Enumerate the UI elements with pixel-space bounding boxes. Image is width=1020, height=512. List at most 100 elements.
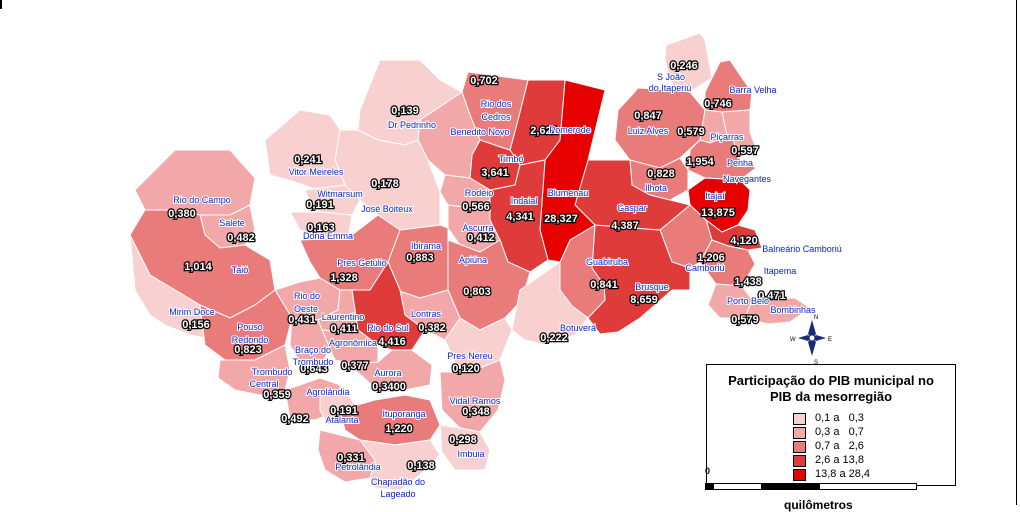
name-rio-do-sul: Rio do Sul (367, 323, 409, 333)
name-aurora: Aurora (374, 368, 401, 378)
name-pouso-redondo: Pouso (237, 322, 263, 332)
name-picarras: Piçarras (710, 132, 744, 142)
value-ituporanga: 1,220 (385, 423, 413, 435)
value-apiuna: 0,803 (463, 286, 491, 298)
name-mirim-doce: Mirim Doce (169, 307, 215, 317)
name-porto-belo: Porto Belo (727, 296, 769, 306)
municipality-values: 0,246 0,746 0,847 0,579 0,597 1,954 0,828 13,87… (167, 59, 787, 474)
name-jose-boiteux: José Boiteux (361, 204, 413, 214)
value-ibirama: 0,883 (406, 252, 434, 264)
value-agronomica: 0,377 (341, 360, 369, 372)
name-botuvera: Botuverá (560, 323, 596, 333)
compass-north: N (814, 315, 818, 321)
name-pouso-redondo: Redondo (232, 335, 269, 345)
value-botuvera: 0,222 (540, 332, 568, 344)
region-barra-velha (704, 59, 753, 113)
value-penha: 0,597 (731, 145, 759, 157)
value-indaial: 4,341 (506, 211, 534, 223)
region-ituporanga (339, 394, 441, 446)
value-agrolandia: 0,492 (281, 413, 309, 425)
value-rio-do-oeste: 0,431 (288, 314, 316, 326)
name-rodeio: Rodeio (465, 188, 494, 198)
compass-east: E (828, 337, 832, 343)
compass-rose: N S W E (790, 315, 832, 366)
legend-swatch (793, 455, 806, 467)
compass-south: S (814, 360, 818, 366)
value-aurora: 0,3400 (372, 381, 406, 393)
value-taio: 1,014 (184, 261, 212, 273)
name-barra-velha: Barra Velha (729, 85, 776, 95)
value-guabiruba: 0,841 (590, 279, 618, 291)
value-mirim-doce: 0,156 (182, 319, 210, 331)
name-rio-do-campo: Rio do Campo (173, 195, 231, 205)
value-barra-velha: 0,746 (704, 98, 732, 110)
name-braco-do-trombudo: Trombudo (293, 357, 334, 367)
legend-label: 2,6 a 13,8 (815, 454, 864, 466)
legend-swatch (793, 441, 806, 453)
scale-bar-segment (819, 483, 917, 490)
scale-bar-segment (761, 483, 821, 490)
region-botuvera (511, 261, 589, 346)
name-guabiruba: Guabiruba (586, 257, 628, 267)
value-s-joao-do-itaperiu: 0,246 (670, 60, 698, 72)
name-rio-do-oeste: Rio do (294, 291, 320, 301)
legend-label: 0,7 a 2,6 (815, 440, 864, 452)
frame-top-left-tick (0, 0, 2, 9)
compass-west: W (790, 337, 796, 343)
name-itajai: Itajaí (705, 191, 725, 201)
name-bombinhas: Bombinhas (770, 305, 816, 315)
legend-title: Participação do PIB municipal no PIB da … (707, 373, 955, 405)
scale-unit-label: quilômetros (784, 498, 853, 512)
name-pres-nereu: Pres Nereu (447, 351, 493, 361)
value-rio-dos-cedros: 0,702 (470, 75, 498, 87)
name-rio-dos-cedros: Cedros (481, 112, 511, 122)
name-trombudo-central: Central (249, 379, 278, 389)
value-pouso-redondo: 0,823 (234, 344, 262, 356)
value-salete: 0,482 (227, 232, 255, 244)
region-braco-do-trombudo (289, 317, 341, 366)
value-jose-boiteux: 0,178 (371, 178, 399, 190)
name-ilhota: Ilhota (645, 183, 667, 193)
value-porto-belo: 0,471 (758, 290, 786, 302)
name-vidal-ramos: Vidal Ramos (450, 396, 501, 406)
region-aurora (348, 349, 433, 391)
value-rodeio: 0,566 (462, 201, 490, 213)
value-rio-do-sul: 4,416 (378, 336, 406, 348)
name-vitor-meireles: Vitor Meireles (289, 167, 344, 177)
name-dona-emma: Dona Emma (303, 231, 353, 241)
value-itapema: 1,438 (734, 276, 762, 288)
value-braco-do-trombudo: 0,643 (300, 363, 328, 375)
name-indaial: Indaial (511, 196, 538, 206)
value-pomerode: 2,621 (530, 125, 558, 137)
name-laurentino: Laurentino (322, 312, 365, 322)
value-witmarsum: 0,191 (306, 199, 334, 211)
name-taio: Taió (232, 265, 249, 275)
name-timbo: Timbó (499, 154, 524, 164)
value-dr-pedrinho: 0,139 (391, 105, 419, 117)
name-atalanta: Atalanta (325, 415, 358, 425)
name-pomerode: Pomerode (549, 125, 591, 135)
region-chapadao-do-lageado (358, 439, 441, 491)
name-rio-dos-cedros: Rio dos (481, 99, 512, 109)
value-picarras: 0,579 (677, 126, 705, 138)
name-agrolandia: Agrolândia (306, 387, 349, 397)
region-vitor-meireles (264, 109, 346, 191)
legend-title-line2: PIB da mesorregião (769, 389, 893, 404)
value-timbo: 3,641 (481, 167, 509, 179)
name-ibirama: Ibirama (411, 241, 441, 251)
legend-swatch (793, 469, 806, 481)
value-balneario-camboriu: 4,120 (730, 235, 758, 247)
value-imbuia: 0,298 (449, 434, 477, 446)
value-gaspar: 4,387 (611, 220, 639, 232)
name-ituporanga: Ituporanga (382, 409, 425, 419)
value-luiz-alves: 0,847 (634, 110, 662, 122)
name-gaspar: Gaspar (617, 203, 647, 213)
value-camboriu: 1,206 (697, 252, 725, 264)
scale-bar-segment (713, 483, 763, 490)
region-vidal-ramos (439, 359, 506, 433)
legend: Participação do PIB municipal no PIB da … (706, 364, 956, 486)
name-chapadao-do-lageado: Chapadão do (371, 477, 425, 487)
value-pres-nereu: 0,120 (452, 363, 480, 375)
